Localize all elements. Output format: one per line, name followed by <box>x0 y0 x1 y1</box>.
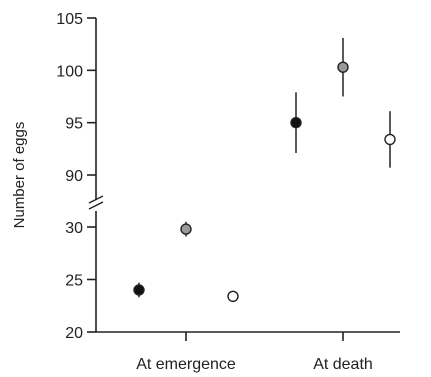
axes <box>88 18 400 333</box>
x-category-label: At death <box>313 356 373 373</box>
y-ticks: 20 25 30 90 95 100 105 <box>56 11 96 342</box>
y-tick-label: 90 <box>65 168 83 185</box>
y-tick-label: 25 <box>65 273 83 290</box>
error-bars <box>138 37 391 298</box>
y-tick-label: 105 <box>56 11 83 28</box>
x-ticks: At emergence At death <box>136 332 373 373</box>
data-point <box>384 133 396 146</box>
y-tick-label: 95 <box>65 116 83 133</box>
y-tick-label: 100 <box>56 63 83 80</box>
data-points <box>133 61 396 302</box>
data-point <box>227 290 239 302</box>
axis-break-icon <box>88 195 104 210</box>
y-tick-label: 30 <box>65 220 83 237</box>
y-tick-label: 20 <box>65 325 83 342</box>
data-point <box>290 116 302 129</box>
x-category-label: At emergence <box>136 356 236 373</box>
data-point <box>180 223 192 235</box>
y-axis-title: Number of eggs <box>11 122 28 229</box>
data-point <box>337 61 349 73</box>
data-point <box>133 284 145 296</box>
